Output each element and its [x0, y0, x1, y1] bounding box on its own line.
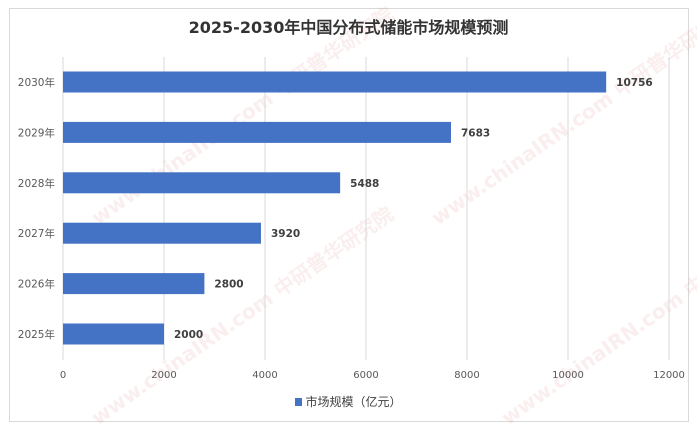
- legend-label: 市场规模（亿元）: [305, 395, 402, 409]
- data-label: 2000: [174, 329, 203, 341]
- bar: [63, 323, 164, 345]
- bar: [63, 222, 261, 244]
- chart-title: 2025-2030年中国分布式储能市场规模预测: [188, 18, 509, 37]
- data-label: 5488: [350, 178, 379, 190]
- x-tick-label: 10000: [552, 370, 584, 381]
- chart-frame: [9, 8, 689, 422]
- bar: [63, 121, 451, 143]
- bar: [63, 273, 205, 295]
- legend: 市场规模（亿元）: [0, 393, 697, 410]
- data-label: 3920: [271, 228, 300, 240]
- x-tick-label: 12000: [653, 370, 685, 381]
- x-tick-label: 2000: [151, 370, 176, 381]
- data-label: 7683: [461, 127, 490, 139]
- y-tick-label: 2027年: [18, 227, 55, 240]
- x-tick-label: 6000: [353, 370, 378, 381]
- y-tick-label: 2029年: [18, 126, 55, 139]
- data-label: 10756: [616, 77, 653, 89]
- y-tick-label: 2030年: [18, 76, 55, 89]
- y-tick-label: 2028年: [18, 177, 55, 190]
- x-tick-label: 0: [60, 370, 66, 381]
- y-tick-label: 2026年: [18, 278, 55, 291]
- bar: [63, 71, 607, 93]
- x-tick-label: 4000: [252, 370, 277, 381]
- y-tick-label: 2025年: [18, 328, 55, 341]
- data-label: 2800: [214, 279, 243, 291]
- legend-swatch: [295, 398, 303, 406]
- bar: [63, 172, 341, 194]
- x-tick-label: 8000: [454, 370, 479, 381]
